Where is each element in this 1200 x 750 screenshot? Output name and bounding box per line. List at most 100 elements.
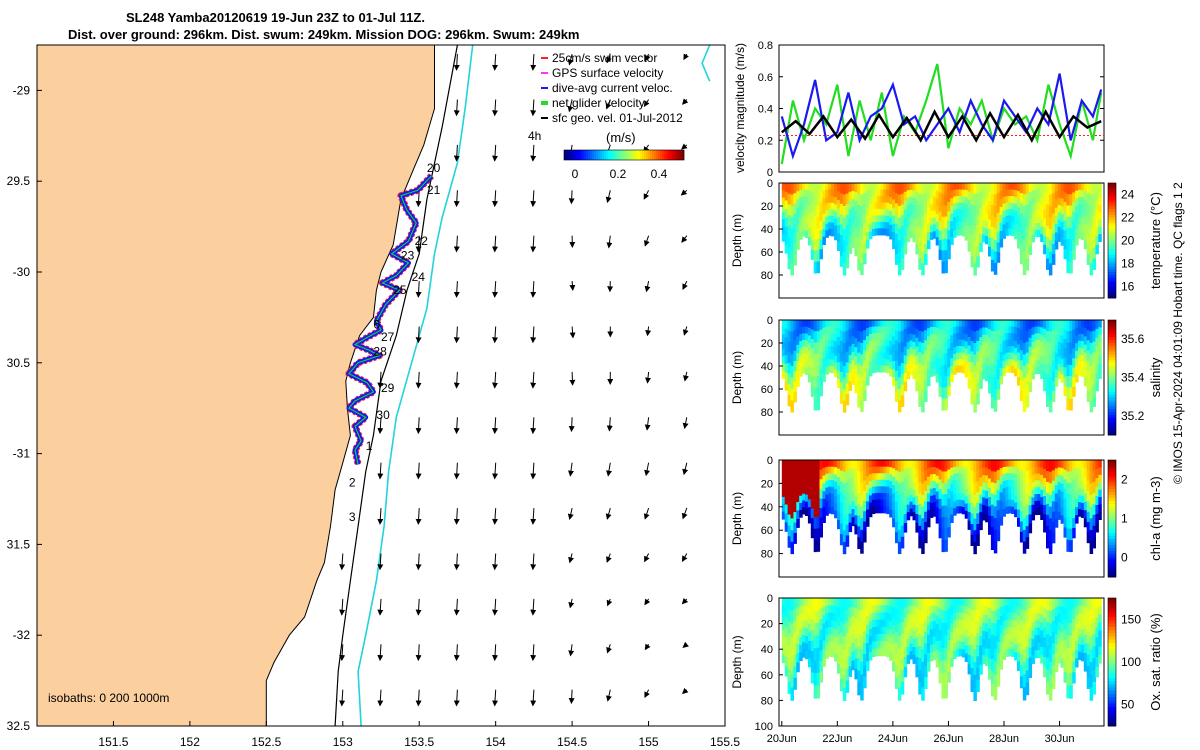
chla-cell [1040, 474, 1044, 483]
oxygen-cell [834, 629, 838, 639]
map-y-tick-label: -32 [13, 628, 31, 642]
temperature-cell [929, 197, 934, 205]
temperature-cell [1017, 215, 1021, 225]
oxygen-colorbar-label: Ox. sat. ratio (%) [1148, 613, 1163, 711]
temperature-cell [1092, 247, 1096, 260]
temperature-cell [973, 252, 977, 265]
temperature-cell [831, 196, 835, 204]
salinity-cell [996, 359, 1001, 371]
oxygen-cell [903, 598, 908, 609]
temperature-cell [999, 214, 1004, 224]
salinity-cell [958, 365, 963, 373]
oxygen-cell [1063, 661, 1067, 673]
salinity-cell [1019, 340, 1024, 351]
salinity-cell [1063, 320, 1067, 331]
map-colorbar-cell [644, 150, 647, 160]
oxygen-cell [999, 624, 1004, 635]
chla-cell [1066, 494, 1070, 507]
chla-cell [988, 487, 992, 498]
temperature-cell [912, 234, 916, 243]
chla-cell [918, 492, 922, 505]
temperature-cell [979, 191, 983, 201]
chla-cell [1063, 488, 1067, 500]
chla-cell [866, 509, 870, 519]
salinity-colorbar-cell [1108, 389, 1116, 393]
salinity-cell [895, 370, 899, 382]
salinity-cell [912, 371, 916, 380]
oxygen-cell [854, 658, 858, 670]
temperature-cell [874, 228, 879, 236]
temperature-cell [793, 193, 797, 204]
oxygen-cell [944, 622, 948, 636]
figure-title-line1: SL248 Yamba20120619 19-Jun 23Z to 01-Jul… [126, 10, 425, 25]
oxygen-cell [880, 598, 884, 606]
oxygen-colorbar-cell [1108, 668, 1116, 673]
chla-cell [1040, 482, 1044, 491]
temperature-cell [1086, 203, 1091, 215]
chla-cell [944, 517, 948, 529]
oxygen-cell [990, 634, 995, 648]
temperature-cell [924, 254, 928, 265]
map-colorbar-cell [664, 150, 667, 160]
salinity-cell [921, 331, 925, 344]
salinity-cell [868, 361, 873, 370]
salinity-cell [1031, 364, 1035, 372]
salinity-cell [831, 359, 835, 367]
temperature-cell [799, 232, 803, 240]
temperature-cell [1072, 183, 1076, 194]
oxygen-colorbar-cell [1108, 687, 1116, 692]
oxygen-cell [958, 648, 963, 657]
chla-cell [953, 466, 957, 475]
chla-cell [900, 481, 905, 494]
chla-cell [799, 488, 803, 497]
chla-cell [1046, 514, 1050, 527]
oxygen-cell [854, 628, 858, 639]
chla-cell [796, 485, 800, 495]
temperature-colorbar-cell [1108, 185, 1116, 190]
temperature-cell [877, 208, 882, 216]
oxygen-cell [787, 657, 792, 671]
temperature-cell [805, 230, 809, 239]
oxygen-cell [967, 616, 972, 627]
temperature-cell [924, 233, 928, 245]
chla-cell [1046, 492, 1050, 505]
temperature-cell [1017, 223, 1021, 233]
chla-cell [886, 506, 890, 515]
chla-cell [854, 478, 858, 489]
temperature-colorbar-cell [1108, 200, 1116, 204]
oxygen-cell [915, 647, 919, 658]
temperature-cell [927, 199, 931, 209]
chla-cell [1048, 495, 1053, 508]
oxygen-cell [912, 655, 916, 664]
temperature-cell [1017, 199, 1021, 208]
oxygen-cell [947, 608, 951, 620]
temperature-cell [1011, 183, 1015, 191]
salinity-cell [1008, 365, 1012, 373]
temperature-cell [1017, 231, 1021, 241]
salinity-cell [947, 367, 951, 378]
chla-cell [825, 487, 829, 496]
temperature-cell [845, 204, 850, 216]
chla-cell [848, 522, 853, 533]
salinity-cell [1072, 320, 1076, 331]
temperature-cell [1014, 183, 1018, 191]
salinity-cell [947, 376, 951, 387]
salinity-cell [1011, 320, 1015, 328]
chla-cell [802, 480, 806, 488]
temperature-cell [909, 224, 914, 232]
chla-cell [837, 494, 841, 504]
salinity-cell [807, 358, 812, 367]
salinity-cell [1057, 341, 1062, 350]
temperature-cell [1080, 183, 1085, 191]
oxygen-cell [871, 605, 876, 614]
chla-cell [1031, 467, 1035, 476]
temperature-cell [874, 183, 879, 191]
salinity-colorbar-cell [1108, 371, 1116, 376]
temperature-cell [964, 232, 969, 241]
temperature-cell [921, 240, 925, 253]
salinity-cell [831, 320, 835, 328]
salinity-cell [1086, 340, 1091, 352]
temperature-colorbar-tick: 18 [1121, 257, 1135, 271]
oxygen-cell [868, 605, 873, 614]
chla-cell [1019, 531, 1024, 543]
